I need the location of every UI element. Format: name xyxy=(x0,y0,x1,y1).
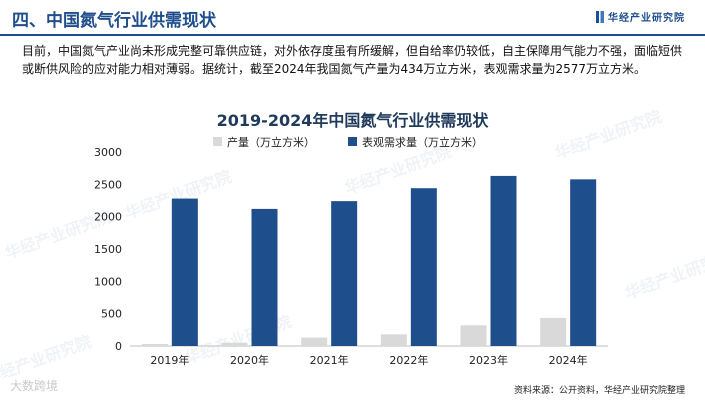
y-tick-label: 500 xyxy=(101,308,122,321)
header-bar: 四、中国氮气行业供需现状 华经产业研究院 xyxy=(0,0,705,36)
bar-demand xyxy=(171,198,198,346)
watermark-text: 华经产业研究院 xyxy=(552,107,664,163)
bar-production xyxy=(540,317,567,346)
legend-label: 产量（万立方米） xyxy=(227,135,315,149)
y-tick-label: 3000 xyxy=(94,146,122,159)
bar-demand xyxy=(331,201,358,346)
bar-demand xyxy=(490,175,517,346)
corner-watermark: 大数跨境 xyxy=(10,379,59,393)
x-tick-label: 2024年 xyxy=(549,353,588,367)
brand-name: 华经产业研究院 xyxy=(608,13,685,24)
y-tick-label: 2500 xyxy=(94,178,122,191)
brand-logo-icon xyxy=(596,11,604,23)
bar-production xyxy=(301,337,328,346)
x-tick-label: 2019年 xyxy=(150,353,189,367)
y-tick-label: 1500 xyxy=(94,243,122,256)
bar-production xyxy=(141,344,168,346)
x-tick-label: 2023年 xyxy=(469,353,508,367)
watermark-text: 华经产业研究院 xyxy=(622,247,705,303)
x-tick-label: 2020年 xyxy=(230,353,269,367)
x-tick-label: 2021年 xyxy=(310,353,349,367)
legend-swatch xyxy=(213,137,222,146)
y-tick-label: 2000 xyxy=(94,211,122,224)
watermark-text: 华经产业研究院 xyxy=(342,142,454,198)
chart-title: 2019-2024年中国氮气行业供需现状 xyxy=(216,111,489,130)
legend-swatch xyxy=(348,137,357,146)
bar-demand xyxy=(410,188,437,346)
page-title: 四、中国氮气行业供需现状 xyxy=(12,11,216,31)
bar-production xyxy=(221,342,248,346)
y-tick-label: 1000 xyxy=(94,275,122,288)
bar-demand xyxy=(251,208,278,346)
source-note: 资料来源：公开资料，华经产业研究院整理 xyxy=(513,386,685,396)
legend-label: 表观需求量（万立方米） xyxy=(362,135,483,149)
bar-production xyxy=(380,334,407,346)
bar-demand xyxy=(570,179,597,346)
brand-logo: 华经产业研究院 xyxy=(596,9,685,24)
x-tick-label: 2022年 xyxy=(389,353,428,367)
y-tick-label: 0 xyxy=(115,340,122,353)
bar-production xyxy=(460,325,487,346)
intro-paragraph: 目前，中国氮气产业尚未形成完整可靠供应链，对外依存度虽有所缓解，但自给率仍较低，… xyxy=(22,44,683,76)
